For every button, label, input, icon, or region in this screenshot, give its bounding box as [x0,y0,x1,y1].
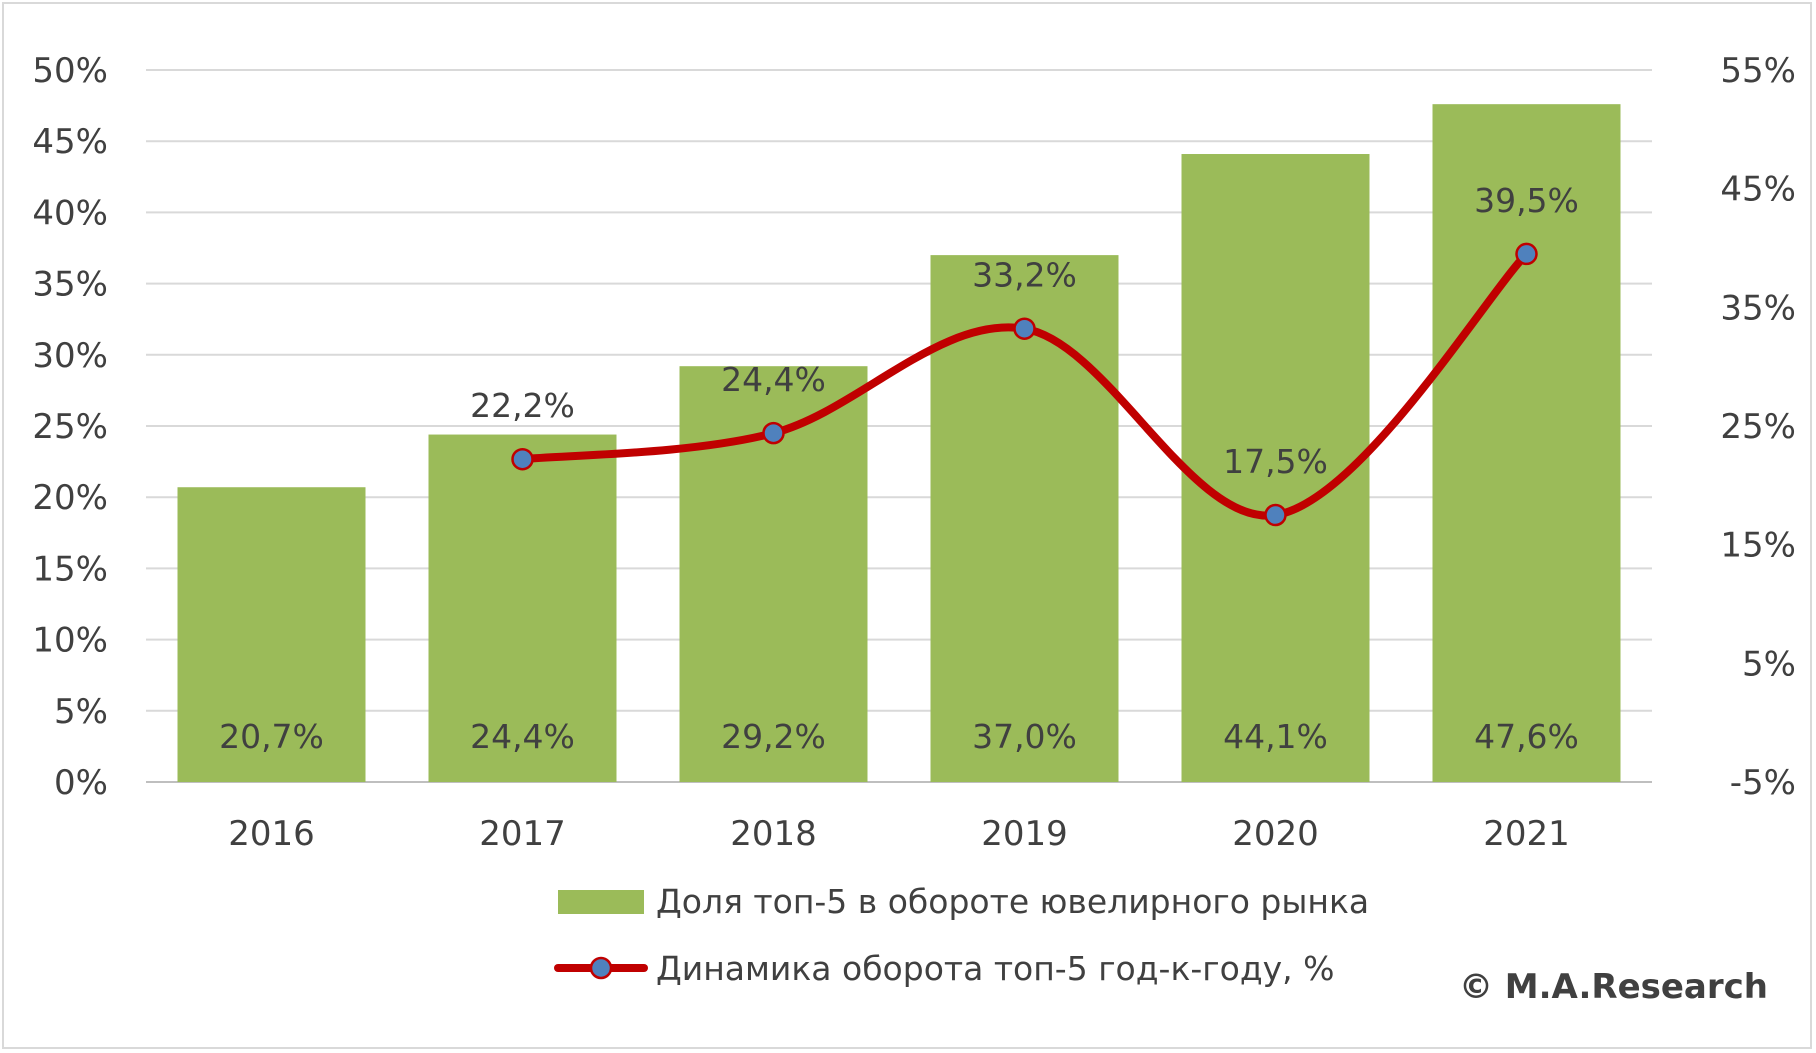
gridlines [146,69,1652,783]
x-tick-label: 2017 [479,814,566,854]
line-data-label: 33,2% [972,256,1077,295]
legend-bar-swatch [558,890,644,914]
bar [1181,154,1370,783]
x-tick-label: 2020 [1232,814,1319,854]
line-point [511,447,534,471]
line-point [1013,317,1036,340]
y-right-tick-label: 55% [1720,51,1796,91]
line-point [762,421,785,445]
y-left-tick-label: 35% [32,265,108,305]
line-data-label: 22,2% [470,386,575,425]
bar-data-label: 20,7% [219,717,324,756]
bar-data-label: 29,2% [721,717,826,756]
x-tick-label: 2021 [1483,814,1570,854]
line-point [1515,242,1538,266]
y-axis-right: -5% 5% 15% 25% 35% 45% 55% [1720,51,1796,803]
y-left-tick-label: 10% [32,621,108,661]
y-right-tick-label: 15% [1720,526,1796,566]
line-data-label: 39,5% [1474,181,1579,220]
line-series: 22,2% 24,4% 33,2% 17,5% 39,5% [470,181,1579,527]
bar-data-label: 44,1% [1223,717,1328,756]
y-right-tick-label: 35% [1720,288,1796,328]
legend-line-marker [589,956,613,980]
copyright-label: © M.A.Research [1459,967,1768,1007]
y-left-tick-label: 30% [32,336,108,376]
bar [1432,104,1621,782]
bar [930,255,1119,782]
bar-series: 20,7% 24,4% 29,2% 37,0% 44,1% 47,6% [177,104,1621,783]
bar-data-label: 47,6% [1474,717,1579,756]
legend-line-label: Динамика оборота топ-5 год-к-году, % [656,949,1335,988]
x-tick-label: 2016 [228,814,315,854]
y-right-tick-label: 25% [1720,407,1796,447]
bar [428,434,617,782]
y-left-tick-label: 15% [32,549,108,589]
y-left-tick-label: 20% [32,478,108,518]
y-left-tick-label: 25% [32,407,108,447]
series-line [518,249,1531,520]
y-left-tick-label: 50% [32,51,108,91]
bar-data-label: 24,4% [470,717,575,756]
y-left-tick-label: 45% [32,122,108,162]
x-tick-label: 2018 [730,814,817,854]
bar-data-label: 37,0% [972,717,1077,756]
line-data-label: 24,4% [721,360,826,399]
y-left-tick-label: 40% [32,193,108,233]
y-left-tick-label: 0% [54,763,108,803]
x-tick-label: 2019 [981,814,1068,854]
y-left-tick-label: 5% [54,692,108,732]
line-data-label: 17,5% [1223,442,1328,481]
x-axis: 2016 2017 2018 2019 2020 2021 [228,814,1570,854]
bar [177,487,366,782]
legend-bar-label: Доля топ-5 в обороте ювелирного рынка [656,882,1369,921]
y-right-tick-label: 45% [1720,170,1796,210]
y-right-tick-label: -5% [1730,763,1796,803]
y-right-tick-label: 5% [1742,644,1796,684]
y-axis-left: 0% 5% 10% 15% 20% 25% 30% 35% 40% 45% 50% [32,51,108,803]
line-point [1264,503,1287,527]
legend: Доля топ-5 в обороте ювелирного рынка Ди… [554,882,1369,988]
